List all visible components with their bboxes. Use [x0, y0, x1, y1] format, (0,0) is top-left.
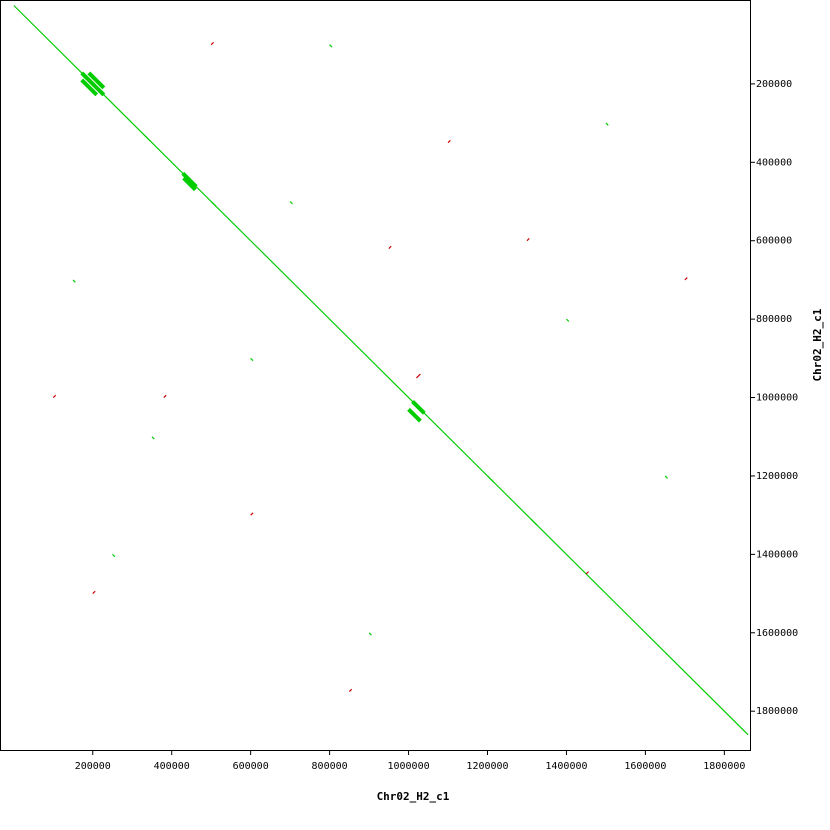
- y-tick-label: 1600000: [756, 628, 798, 639]
- alignment-segment: [530, 518, 538, 526]
- alignment-segment: [80, 78, 99, 97]
- alignment-segment: [210, 201, 217, 207]
- plot-frame: [0, 0, 751, 751]
- y-tick-label: 800000: [756, 314, 792, 325]
- alignment-segment: [289, 201, 293, 205]
- y-tick-label: 600000: [756, 236, 792, 247]
- x-tick-label: 1600000: [624, 761, 666, 772]
- y-tick-label: 1800000: [756, 706, 798, 717]
- y-tick-label: 1200000: [756, 471, 798, 482]
- alignment-segment: [80, 71, 106, 97]
- alignment-segment: [163, 394, 167, 398]
- x-tick-label: 600000: [233, 761, 269, 772]
- alignment-segment: [250, 357, 254, 362]
- alignment-segment: [182, 176, 197, 192]
- x-tick-label: 1400000: [545, 761, 587, 772]
- alignment-segment: [487, 475, 494, 483]
- alignment-segment: [181, 171, 198, 189]
- alignment-segment: [143, 134, 151, 142]
- alignment-segment: [411, 400, 426, 415]
- y-tick-label: 1400000: [756, 549, 798, 560]
- y-tick-label: 400000: [756, 157, 792, 168]
- alignment-segment: [13, 5, 749, 736]
- alignment-segment: [664, 475, 668, 479]
- alignment-segment: [92, 590, 96, 594]
- y-tick-label: 1000000: [756, 393, 798, 404]
- x-axis-title: Chr02_H2_c1: [377, 790, 450, 803]
- alignment-segment: [348, 688, 353, 693]
- alignment-segment: [447, 139, 451, 144]
- alignment-segment: [368, 632, 372, 636]
- alignment-segment: [684, 277, 688, 281]
- alignment-segment: [52, 394, 57, 398]
- alignment-segment: [112, 553, 116, 558]
- alignment-segment: [388, 245, 392, 249]
- alignment-segment: [605, 122, 609, 126]
- x-tick-label: 200000: [75, 761, 111, 772]
- alignment-segment: [250, 512, 254, 516]
- x-tick-label: 400000: [154, 761, 190, 772]
- alignment-segment: [210, 41, 214, 46]
- alignment-segment: [585, 571, 589, 575]
- x-tick-label: 1000000: [387, 761, 429, 772]
- alignment-segment: [566, 318, 570, 322]
- alignment-segment: [416, 373, 421, 379]
- alignment-segment: [329, 44, 333, 48]
- y-axis-title: Chr02_H2_c1: [811, 308, 824, 381]
- alignment-segment: [526, 237, 530, 242]
- x-tick-label: 1200000: [466, 761, 508, 772]
- y-tick-label: 200000: [756, 79, 792, 90]
- alignment-segment: [72, 279, 76, 283]
- x-tick-label: 800000: [312, 761, 348, 772]
- x-tick-label: 1800000: [703, 761, 745, 772]
- alignment-segment: [87, 71, 106, 90]
- alignment-segment: [407, 407, 422, 423]
- alignment-segment: [151, 436, 155, 440]
